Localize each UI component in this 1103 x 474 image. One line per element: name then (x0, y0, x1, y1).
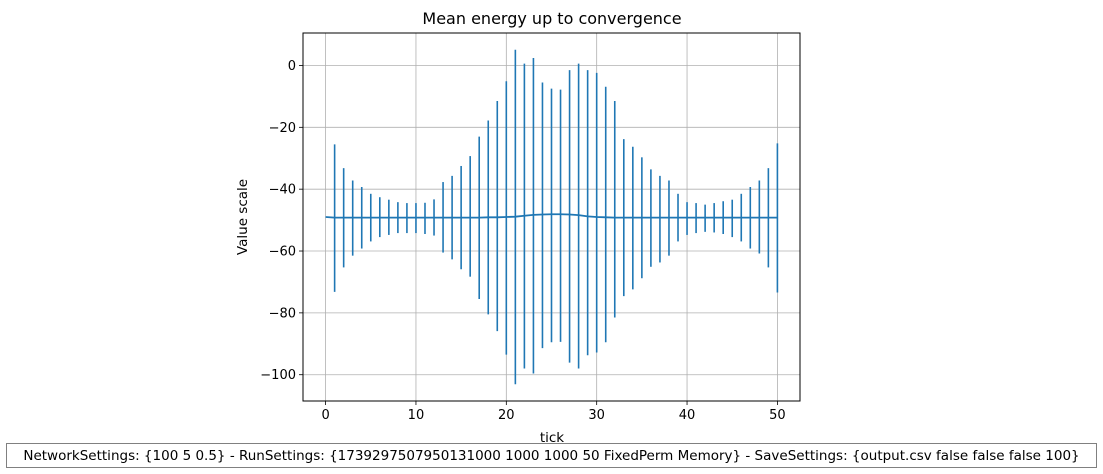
x-axis-ticks: 0 10 20 30 40 50 (321, 401, 786, 423)
y-tick-label: −60 (269, 245, 296, 260)
x-tick-label: 30 (588, 408, 605, 423)
x-tick-label: 0 (321, 408, 329, 423)
x-tick-label: 20 (498, 408, 515, 423)
y-tick-label: −20 (269, 121, 296, 136)
y-axis-ticks: 0 −20 −40 −60 −80 −100 (260, 59, 303, 383)
chart-title: Mean energy up to convergence (422, 9, 681, 28)
x-axis-label: tick (540, 430, 564, 446)
y-tick-label: −40 (269, 183, 296, 198)
settings-footer-text: NetworkSettings: {100 5 0.5} - RunSettin… (23, 447, 1080, 464)
y-tick-label: −100 (260, 368, 296, 383)
y-axis-label: Value scale (235, 179, 251, 255)
y-tick-label: 0 (288, 59, 296, 74)
x-tick-label: 10 (408, 408, 425, 423)
x-tick-label: 50 (769, 408, 786, 423)
series-line (325, 213, 778, 219)
series-line-layer (325, 213, 778, 219)
x-tick-label: 40 (679, 408, 696, 423)
y-tick-label: −80 (269, 306, 296, 321)
settings-footer: NetworkSettings: {100 5 0.5} - RunSettin… (6, 443, 1097, 468)
plot-frame (302, 32, 801, 402)
